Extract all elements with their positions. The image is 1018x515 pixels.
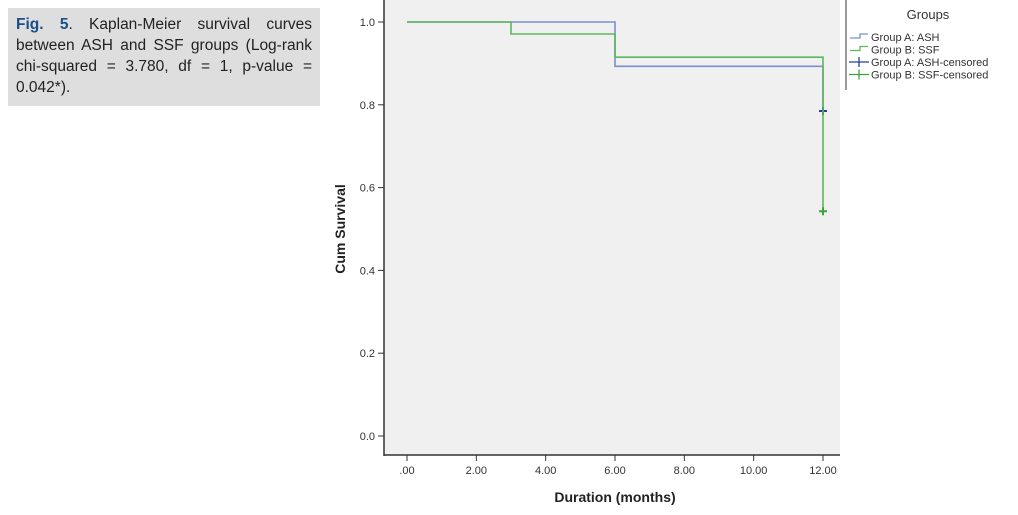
x-tick-label: 6.00 <box>604 465 625 477</box>
legend-step-icon <box>850 45 868 52</box>
legend-label: Group A: ASH-censored <box>871 57 988 69</box>
y-tick-label: 1.0 <box>360 17 375 29</box>
legend-label: Group B: SSF <box>871 45 940 57</box>
legend-label: Group B: SSF-censored <box>871 70 988 82</box>
y-tick-label: 0.2 <box>360 348 375 360</box>
x-tick-label: 2.00 <box>466 465 487 477</box>
plot-background <box>384 0 840 455</box>
legend-plus-icon <box>849 69 869 80</box>
legend-item: Group B: SSF-censored <box>849 69 988 82</box>
y-tick-label: 0.8 <box>360 100 375 112</box>
legend-item: Group A: ASH <box>850 32 940 44</box>
legend-item: Group A: ASH-censored <box>849 57 988 69</box>
y-tick-label: 0.0 <box>360 431 375 443</box>
figure-caption: Fig. 5. Kaplan-Meier survival curves bet… <box>8 8 320 106</box>
x-tick-label: .00 <box>399 465 414 477</box>
x-tick-label: 10.00 <box>740 465 768 477</box>
caption-text: . Kaplan-Meier survival curves between A… <box>16 16 312 96</box>
x-tick-label: 12.00 <box>809 465 837 477</box>
legend-item: Group B: SSF <box>850 45 940 57</box>
legend-step-icon <box>850 33 868 39</box>
censor-mark <box>819 207 827 216</box>
x-tick-label: 4.00 <box>535 465 556 477</box>
y-tick-label: 0.6 <box>360 183 375 195</box>
y-axis-label: Cum Survival <box>332 184 348 273</box>
y-tick-label: 0.4 <box>360 265 375 277</box>
legend-label: Group A: ASH <box>871 32 940 44</box>
figure-label: Fig. 5 <box>16 16 69 33</box>
legend-title: Groups <box>907 7 950 22</box>
survival-curve-ssf <box>407 21 824 212</box>
legend-plus-icon <box>849 57 869 67</box>
x-axis-label: Duration (months) <box>554 489 675 505</box>
x-tick-label: 8.00 <box>674 465 695 477</box>
